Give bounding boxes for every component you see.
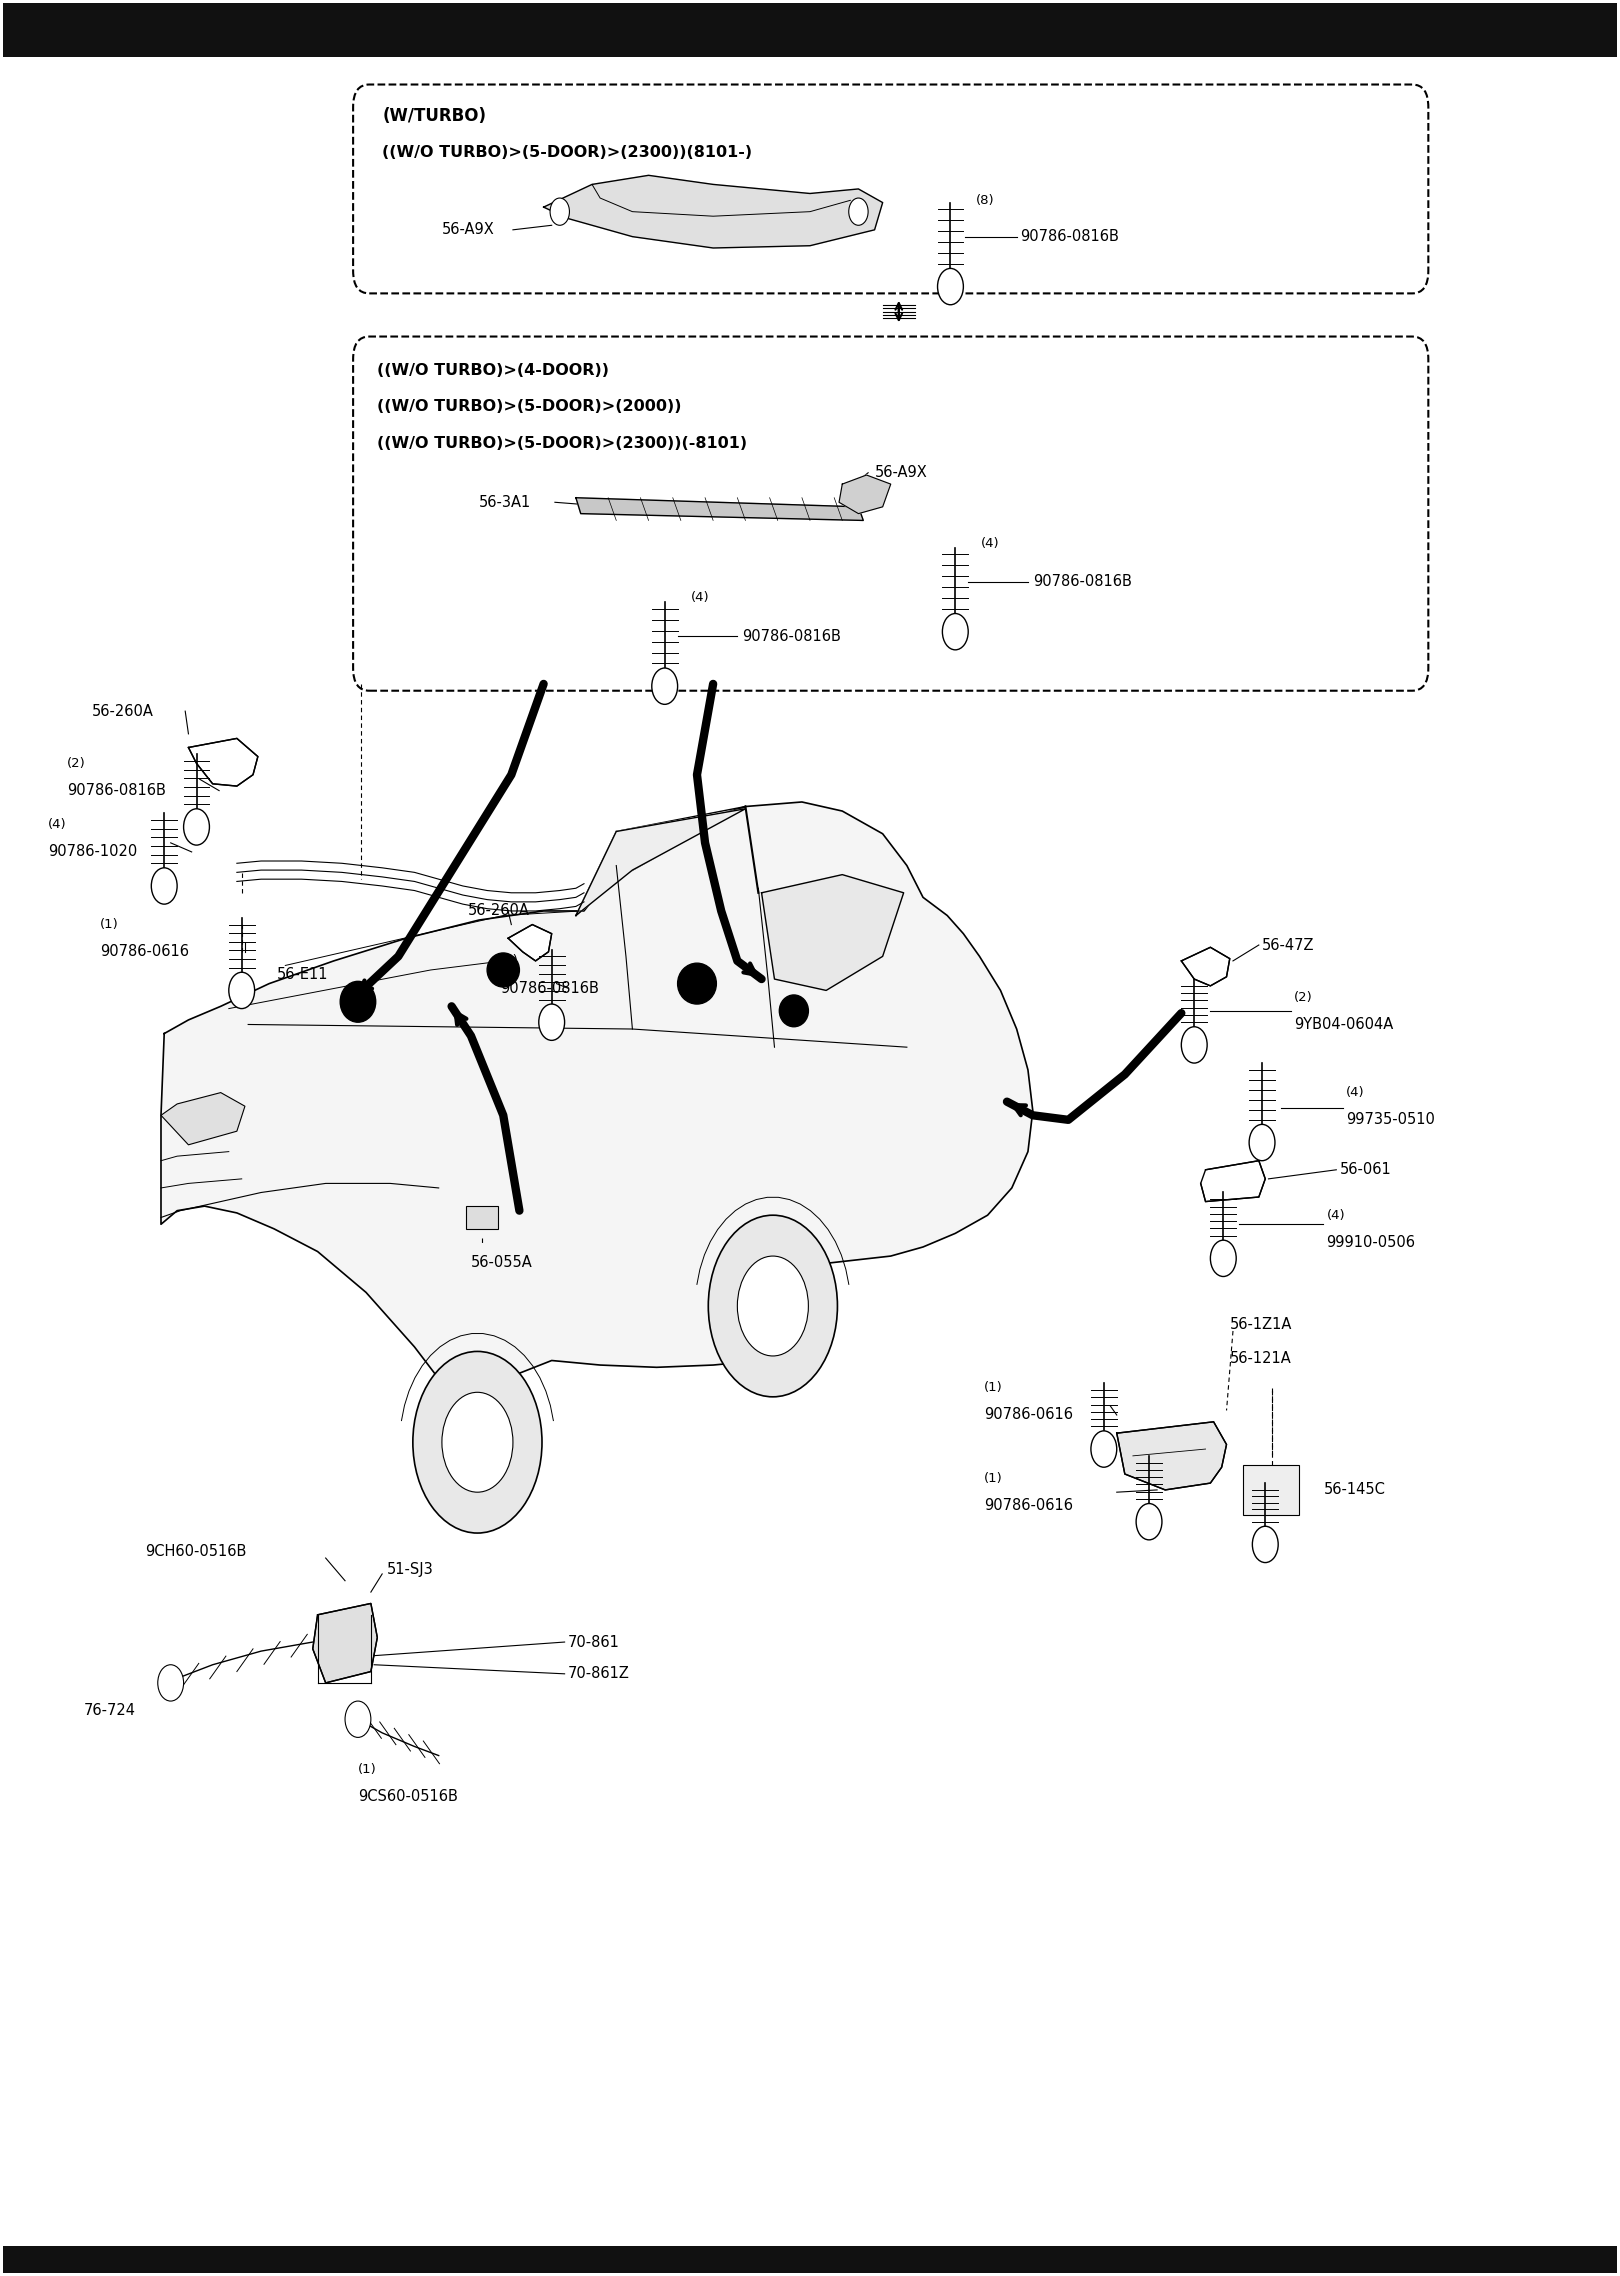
Circle shape [228,972,254,1008]
Polygon shape [313,1602,377,1682]
Text: 56-A9X: 56-A9X [442,223,494,237]
Circle shape [938,269,964,305]
Text: 9CH60-0516B: 9CH60-0516B [144,1543,246,1559]
Polygon shape [160,801,1034,1498]
Circle shape [943,615,969,651]
Text: (4): (4) [982,537,1000,549]
Bar [3,2246,1617,2274]
Circle shape [183,808,209,844]
Circle shape [157,1664,183,1700]
Text: 56-3A1: 56-3A1 [480,494,531,510]
Text: (W/TURBO): (W/TURBO) [382,107,486,125]
Text: ((W/O TURBO)>(5-DOOR)>(2300))(8101-): ((W/O TURBO)>(5-DOOR)>(2300))(8101-) [382,146,752,159]
Text: 56-061: 56-061 [1340,1163,1392,1177]
Circle shape [737,1256,808,1356]
Circle shape [1090,1432,1116,1468]
Text: 90786-0616: 90786-0616 [985,1498,1074,1514]
Text: (2): (2) [68,758,86,769]
Text: 56-A9X: 56-A9X [875,464,927,480]
Bar [467,1206,499,1229]
Polygon shape [761,874,904,990]
Text: (1): (1) [985,1382,1003,1395]
Text: 56-1Z1A: 56-1Z1A [1230,1318,1293,1331]
Text: (1): (1) [100,917,118,931]
Polygon shape [188,737,258,785]
Circle shape [413,1352,543,1534]
Text: 90786-1020: 90786-1020 [49,844,138,860]
Polygon shape [544,175,883,248]
Text: 90786-0816B: 90786-0816B [501,981,599,995]
Text: 90786-0816B: 90786-0816B [742,628,841,644]
Text: 70-861: 70-861 [569,1634,620,1650]
Bar [1243,1466,1299,1516]
Text: ((W/O TURBO)>(5-DOOR)>(2300))(-8101): ((W/O TURBO)>(5-DOOR)>(2300))(-8101) [377,435,747,451]
Text: 56-47Z: 56-47Z [1262,938,1314,954]
Polygon shape [160,1092,245,1145]
Text: 90786-0816B: 90786-0816B [1021,230,1119,244]
Circle shape [1210,1240,1236,1277]
Circle shape [708,1215,838,1397]
Text: (1): (1) [358,1762,377,1775]
Text: ((W/O TURBO)>(5-DOOR)>(2000)): ((W/O TURBO)>(5-DOOR)>(2000)) [377,398,682,414]
Text: 56-121A: 56-121A [1230,1350,1291,1366]
Polygon shape [1116,1422,1226,1491]
FancyBboxPatch shape [353,337,1429,690]
Text: 56-260A: 56-260A [92,703,154,719]
Text: 56-260A: 56-260A [468,904,530,920]
Circle shape [849,198,868,225]
Polygon shape [575,498,863,521]
Circle shape [551,198,570,225]
FancyBboxPatch shape [353,84,1429,294]
Text: ((W/O TURBO)>(4-DOOR)): ((W/O TURBO)>(4-DOOR)) [377,364,609,378]
Text: 56-055A: 56-055A [471,1256,533,1270]
Text: 90786-0816B: 90786-0816B [68,783,167,799]
Text: (1): (1) [985,1473,1003,1484]
Text: (2): (2) [501,954,518,967]
Text: 56-E11: 56-E11 [277,967,329,981]
Bar [3,2,1617,57]
Text: 90786-0616: 90786-0616 [985,1407,1074,1422]
Circle shape [651,669,677,703]
Text: (2): (2) [1294,990,1314,1004]
Polygon shape [575,808,745,915]
Text: 56-145C: 56-145C [1324,1482,1385,1498]
Ellipse shape [488,954,520,988]
Circle shape [1136,1504,1162,1541]
Text: 99910-0506: 99910-0506 [1327,1236,1416,1250]
Polygon shape [1181,947,1230,986]
Text: 9CS60-0516B: 9CS60-0516B [358,1789,458,1805]
Polygon shape [1200,1161,1265,1202]
Ellipse shape [340,981,376,1022]
Ellipse shape [677,963,716,1004]
Text: 76-724: 76-724 [84,1702,136,1718]
Text: (4): (4) [49,817,66,831]
Text: 90786-0616: 90786-0616 [100,945,188,958]
Text: (4): (4) [1327,1209,1345,1222]
Text: 70-861Z: 70-861Z [569,1666,630,1682]
Circle shape [1249,1124,1275,1161]
Circle shape [442,1393,514,1493]
Circle shape [1181,1026,1207,1063]
Text: (4): (4) [1346,1086,1364,1099]
Circle shape [345,1700,371,1737]
Polygon shape [509,924,552,960]
Text: (8): (8) [977,193,995,207]
Ellipse shape [779,995,808,1026]
Text: (4): (4) [690,592,710,603]
Polygon shape [839,476,891,514]
Circle shape [539,1004,565,1040]
Circle shape [151,867,177,904]
Text: 51-SJ3: 51-SJ3 [387,1561,434,1577]
Text: 99735-0510: 99735-0510 [1346,1113,1435,1127]
Circle shape [1252,1527,1278,1564]
Text: 9YB04-0604A: 9YB04-0604A [1294,1017,1393,1031]
Text: 90786-0816B: 90786-0816B [1034,574,1132,589]
